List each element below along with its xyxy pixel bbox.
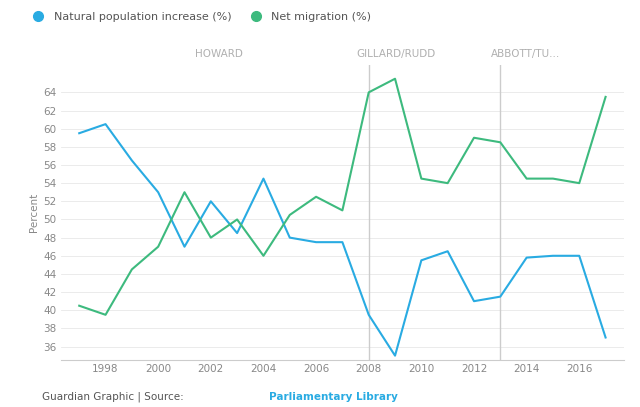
Y-axis label: Percent: Percent: [29, 193, 39, 232]
Text: Parliamentary Library: Parliamentary Library: [269, 392, 397, 402]
Text: HOWARD: HOWARD: [195, 49, 243, 59]
Text: Guardian Graphic | Source:: Guardian Graphic | Source:: [42, 392, 187, 402]
Text: GILLARD/RUDD: GILLARD/RUDD: [356, 49, 436, 59]
Legend: Natural population increase (%), Net migration (%): Natural population increase (%), Net mig…: [27, 12, 371, 22]
Text: ABBOTT/TU...: ABBOTT/TU...: [491, 49, 560, 59]
